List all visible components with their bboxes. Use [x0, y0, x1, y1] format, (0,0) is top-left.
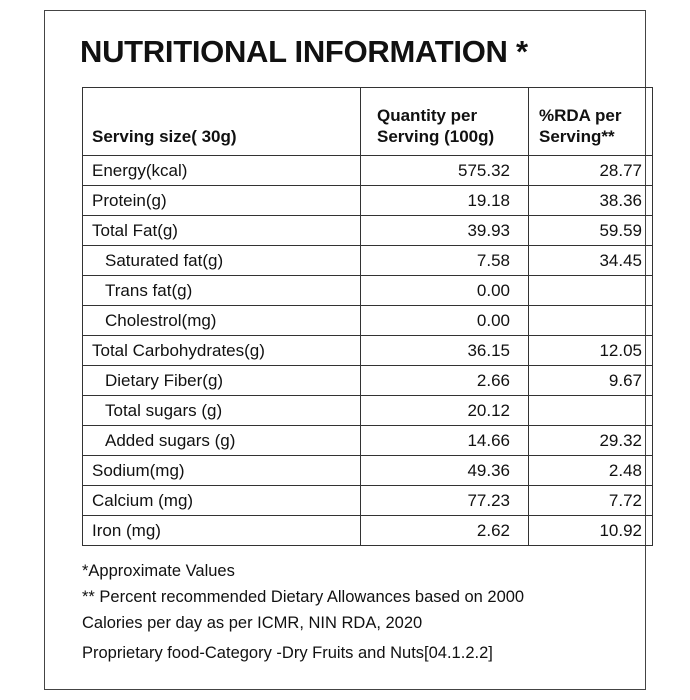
- header-cell: %RDA per Serving**: [528, 87, 653, 156]
- footnote: Proprietary food-Category -Dry Fruits an…: [82, 644, 493, 662]
- table-row: Dietary Fiber(g) 2.66 9.67: [82, 365, 653, 396]
- nutrient-name: Calcium (mg): [82, 485, 361, 516]
- table-row: Calcium (mg) 77.23 7.72: [82, 485, 653, 516]
- title: NUTRITIONAL INFORMATION *: [80, 34, 528, 69]
- nutrient-value: 19.18: [360, 185, 529, 216]
- nutrient-value: 2.62: [360, 515, 529, 546]
- nutrient-name: Saturated fat(g): [82, 245, 361, 276]
- nutrient-value: 29.32: [528, 425, 653, 456]
- nutrient-name: Energy(kcal): [82, 155, 361, 186]
- table-row: Energy(kcal) 575.32 28.77: [82, 155, 653, 186]
- nutrient-value: 59.59: [528, 215, 653, 246]
- nutrient-value: 0.00: [360, 275, 529, 306]
- nutrient-value: 12.05: [528, 335, 653, 366]
- nutrient-value: 10.92: [528, 515, 653, 546]
- nutrient-name: Total sugars (g): [82, 395, 361, 426]
- table-row: Total Fat(g) 39.93 59.59: [82, 215, 653, 246]
- nutrient-name: Added sugars (g): [82, 425, 361, 456]
- nutrient-value: [528, 275, 653, 306]
- table-row: Added sugars (g) 14.66 29.32: [82, 425, 653, 456]
- header-cell: Quantity per Serving (100g): [360, 87, 529, 156]
- nutrient-value: 38.36: [528, 185, 653, 216]
- table-row: Protein(g) 19.18 38.36: [82, 185, 653, 216]
- table-row: Cholestrol(mg) 0.00: [82, 305, 653, 336]
- nutrient-name: Protein(g): [82, 185, 361, 216]
- nutrient-value: 34.45: [528, 245, 653, 276]
- nutrient-name: Dietary Fiber(g): [82, 365, 361, 396]
- nutrient-name: Total Fat(g): [82, 215, 361, 246]
- nutrient-name: Iron (mg): [82, 515, 361, 546]
- nutrient-value: 14.66: [360, 425, 529, 456]
- nutrient-value: 36.15: [360, 335, 529, 366]
- footnote: *Approximate Values: [82, 562, 235, 580]
- nutrition-table: Serving size( 30g) Quantity per Serving …: [82, 87, 653, 546]
- nutrient-value: 77.23: [360, 485, 529, 516]
- nutrient-name: Trans fat(g): [82, 275, 361, 306]
- nutrient-value: [528, 305, 653, 336]
- nutrient-value: 7.58: [360, 245, 529, 276]
- nutrient-value: 20.12: [360, 395, 529, 426]
- nutrient-value: 2.66: [360, 365, 529, 396]
- footnote: ** Percent recommended Dietary Allowance…: [82, 588, 525, 632]
- header-cell: Serving size( 30g): [82, 87, 361, 156]
- nutrient-value: 575.32: [360, 155, 529, 186]
- nutrient-value: [528, 395, 653, 426]
- table-row: Total Carbohydrates(g) 36.15 12.05: [82, 335, 653, 366]
- nutrient-name: Cholestrol(mg): [82, 305, 361, 336]
- table-row: Trans fat(g) 0.00: [82, 275, 653, 306]
- table-row: Total sugars (g) 20.12: [82, 395, 653, 426]
- nutrient-value: 0.00: [360, 305, 529, 336]
- nutrient-value: 39.93: [360, 215, 529, 246]
- nutrient-value: 7.72: [528, 485, 653, 516]
- nutrient-value: 9.67: [528, 365, 653, 396]
- table-row: Iron (mg) 2.62 10.92: [82, 515, 653, 546]
- nutrient-name: Total Carbohydrates(g): [82, 335, 361, 366]
- nutrient-value: 28.77: [528, 155, 653, 186]
- nutrient-value: 2.48: [528, 455, 653, 486]
- footnotes: *Approximate Values ** Percent recommend…: [82, 558, 582, 666]
- table-row: Sodium(mg) 49.36 2.48: [82, 455, 653, 486]
- header-row: Serving size( 30g) Quantity per Serving …: [82, 87, 653, 156]
- nutrient-name: Sodium(mg): [82, 455, 361, 486]
- table-row: Saturated fat(g) 7.58 34.45: [82, 245, 653, 276]
- table-body: Energy(kcal) 575.32 28.77 Protein(g) 19.18 38…: [82, 155, 653, 546]
- nutrient-value: 49.36: [360, 455, 529, 486]
